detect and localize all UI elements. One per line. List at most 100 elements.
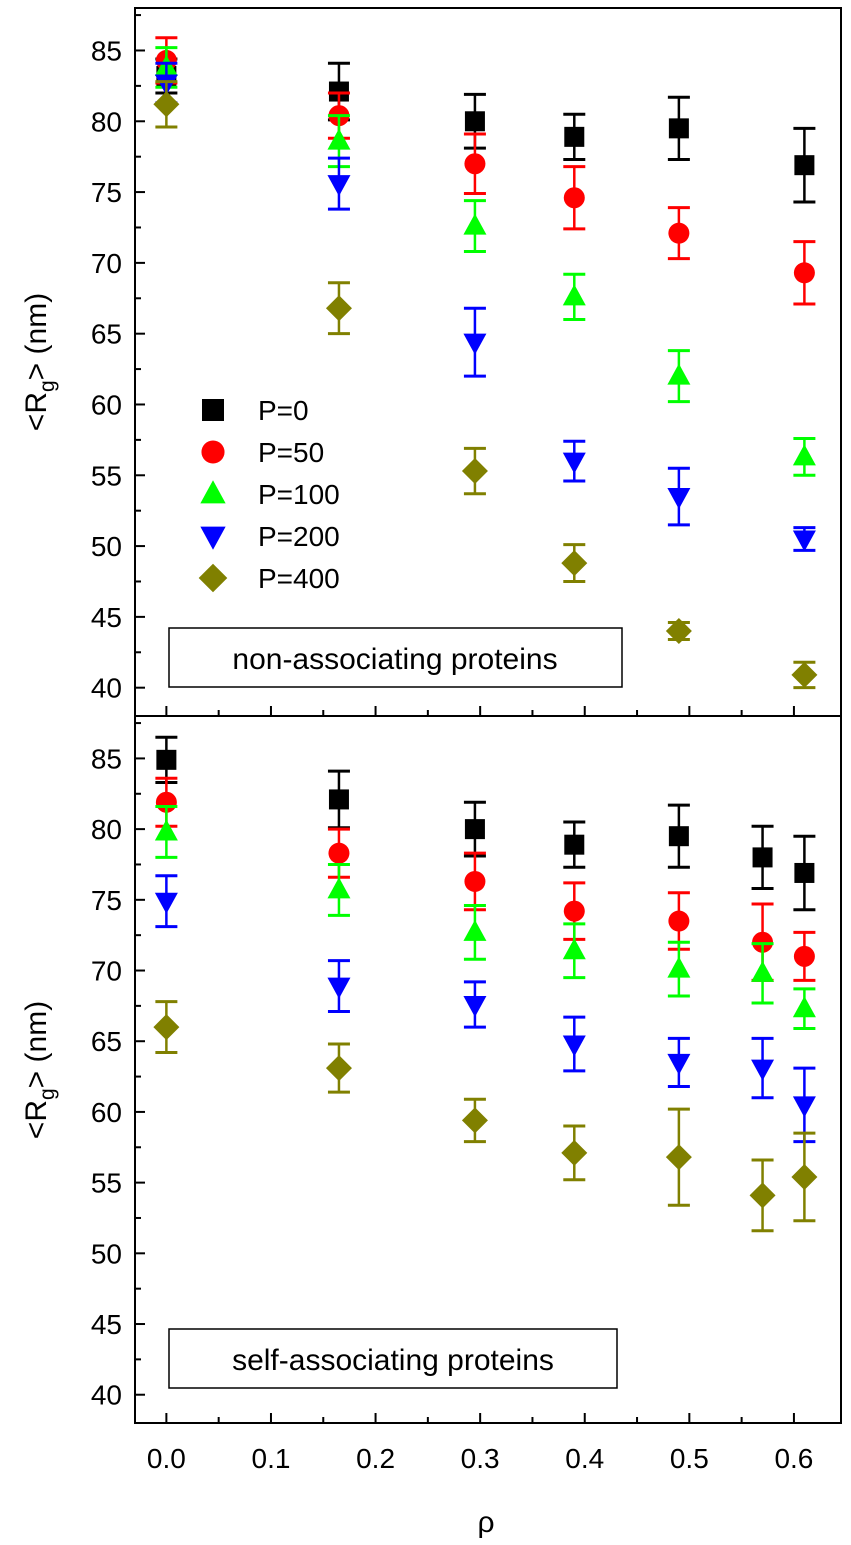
y-tick-label: 70 xyxy=(91,956,122,987)
data-point xyxy=(153,91,180,118)
data-point xyxy=(561,1139,588,1166)
data-point xyxy=(328,842,350,864)
data-point xyxy=(464,153,486,175)
top-data-points xyxy=(153,36,818,690)
x-tick-label: 0.4 xyxy=(565,1443,604,1474)
y-tick-label: 55 xyxy=(91,460,122,491)
top-axis-ticks: 40 45 50 55 60 65 70 75 80 85 xyxy=(91,14,795,716)
data-point xyxy=(751,1059,775,1081)
y-tick-label: 60 xyxy=(91,389,122,420)
data-point xyxy=(154,819,178,841)
legend: P=0 P=50 P=100 P=200 P=400 xyxy=(198,395,340,594)
data-point xyxy=(154,892,178,914)
x-tick-label: 0.1 xyxy=(252,1443,291,1474)
data-point xyxy=(792,530,816,552)
series-p-200 xyxy=(154,874,816,1144)
top-plot-frame xyxy=(134,7,842,717)
y-tick-label: 85 xyxy=(91,35,122,66)
data-point xyxy=(792,1096,816,1118)
data-point xyxy=(667,1053,691,1075)
data-point xyxy=(667,488,691,510)
data-point xyxy=(667,363,691,385)
legend-marker xyxy=(202,399,224,421)
bottom-annotation: self-associating proteins xyxy=(168,1328,618,1389)
data-point xyxy=(665,618,692,645)
data-point xyxy=(464,870,486,892)
data-point xyxy=(463,995,487,1017)
data-point xyxy=(752,847,773,868)
y-tick-label: 45 xyxy=(91,602,122,633)
x-tick-label: 0.0 xyxy=(147,1443,186,1474)
y-tick-label: 65 xyxy=(91,1026,122,1057)
data-point xyxy=(327,175,351,197)
y-tick-label: 70 xyxy=(91,248,122,279)
series-p-400 xyxy=(153,80,818,690)
data-point xyxy=(665,1144,692,1171)
legend-marker xyxy=(200,480,226,504)
bottom-plot-frame xyxy=(134,715,842,1424)
bottom-panel: 40 45 50 55 60 65 70 75 80 85 0.0 0.1 0.2 0.3 0.4 0.5 0.… xyxy=(20,715,842,1539)
x-tick-label: 0.2 xyxy=(356,1443,395,1474)
y-tick-label: 75 xyxy=(91,885,122,916)
series-p-0 xyxy=(155,57,816,204)
data-point xyxy=(327,977,351,999)
data-point xyxy=(792,444,816,466)
series-p-100 xyxy=(154,46,816,477)
data-point xyxy=(791,661,818,688)
x-axis-title: ρ xyxy=(477,1506,494,1539)
legend-label: P=0 xyxy=(258,395,309,426)
y-tick-label: 80 xyxy=(91,106,122,137)
data-point xyxy=(464,111,485,132)
data-point xyxy=(464,819,485,840)
y-tick-label: 80 xyxy=(91,814,122,845)
series-p-0 xyxy=(155,735,816,912)
series-p-50 xyxy=(155,776,816,982)
x-tick-label: 0.3 xyxy=(461,1443,500,1474)
data-point xyxy=(562,1035,586,1057)
legend-marker xyxy=(198,563,228,593)
data-point xyxy=(791,1163,818,1190)
data-point xyxy=(325,1055,352,1082)
data-point xyxy=(463,333,487,355)
data-point xyxy=(563,900,585,922)
data-point xyxy=(327,877,351,899)
legend-label: P=400 xyxy=(258,563,340,594)
data-point xyxy=(461,1107,488,1134)
data-point xyxy=(562,452,586,474)
bottom-y-axis-title: <Rg> (nm) xyxy=(20,1001,59,1139)
y-tick-label: 45 xyxy=(91,1309,122,1340)
data-point xyxy=(562,284,586,306)
bottom-annotation-box xyxy=(168,1328,618,1389)
legend-label: P=200 xyxy=(258,521,340,552)
data-point xyxy=(156,749,177,770)
y-tick-label: 85 xyxy=(91,743,122,774)
data-point xyxy=(327,128,351,150)
data-point xyxy=(668,118,689,139)
bottom-data-points xyxy=(153,735,818,1233)
data-point xyxy=(792,996,816,1018)
data-point xyxy=(794,862,815,883)
data-point xyxy=(751,960,775,982)
y-tick-label: 50 xyxy=(91,531,122,562)
data-point xyxy=(564,126,585,147)
data-point xyxy=(793,262,815,284)
top-annotation-box xyxy=(168,627,623,688)
bottom-annotation-text: self-associating proteins xyxy=(232,1344,554,1377)
data-point xyxy=(561,550,588,577)
data-point xyxy=(793,945,815,967)
legend-label: P=100 xyxy=(258,479,340,510)
y-tick-label: 55 xyxy=(91,1168,122,1199)
y-tick-label: 60 xyxy=(91,1097,122,1128)
data-point xyxy=(463,919,487,941)
series-p-200 xyxy=(154,61,816,552)
data-point xyxy=(328,789,349,810)
data-point xyxy=(668,910,690,932)
top-annotation: non-associating proteins xyxy=(168,627,623,688)
y-tick-label: 65 xyxy=(91,319,122,350)
top-y-axis-title: <Rg> (nm) xyxy=(20,293,59,431)
top-annotation-text: non-associating proteins xyxy=(232,643,557,676)
data-point xyxy=(668,826,689,847)
y-tick-label: 75 xyxy=(91,177,122,208)
data-point xyxy=(667,956,691,978)
